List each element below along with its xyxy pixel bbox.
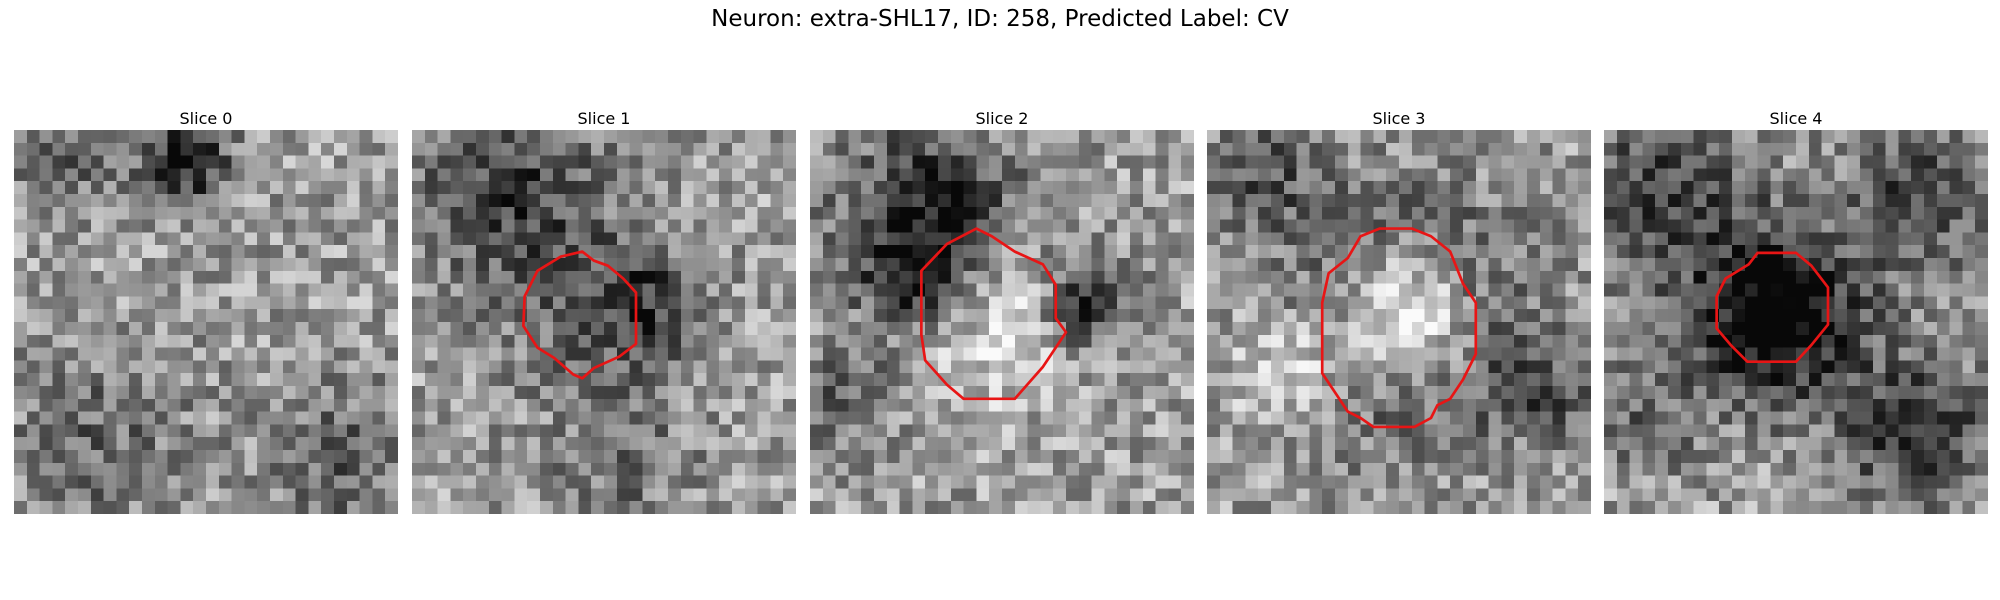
slice-image-4 — [1604, 130, 1988, 514]
slice-title-4: Slice 4 — [1769, 109, 1823, 128]
slice-panel-4: Slice 4 — [1604, 108, 1988, 514]
slice-panel-3: Slice 3 — [1207, 108, 1591, 514]
segmentation-outline-2 — [920, 227, 1068, 401]
slice-title-3: Slice 3 — [1372, 109, 1426, 128]
slice-image-1 — [412, 130, 796, 514]
segmentation-outline-4 — [1715, 251, 1830, 364]
slice-title-1: Slice 1 — [577, 109, 631, 128]
slice-image-3 — [1207, 130, 1591, 514]
figure-title: Neuron: extra-SHL17, ID: 258, Predicted … — [711, 6, 1289, 32]
slice-panel-1: Slice 1 — [412, 108, 796, 514]
slice-panel-0: Slice 0 — [14, 108, 398, 514]
slice-image-2 — [810, 130, 1194, 514]
slice-title-0: Slice 0 — [179, 109, 233, 128]
slice-title-2: Slice 2 — [975, 109, 1029, 128]
slice-panel-2: Slice 2 — [810, 108, 1194, 514]
segmentation-outline-1 — [522, 250, 638, 380]
slice-image-0 — [14, 130, 398, 514]
segmentation-outline-3 — [1320, 227, 1478, 429]
